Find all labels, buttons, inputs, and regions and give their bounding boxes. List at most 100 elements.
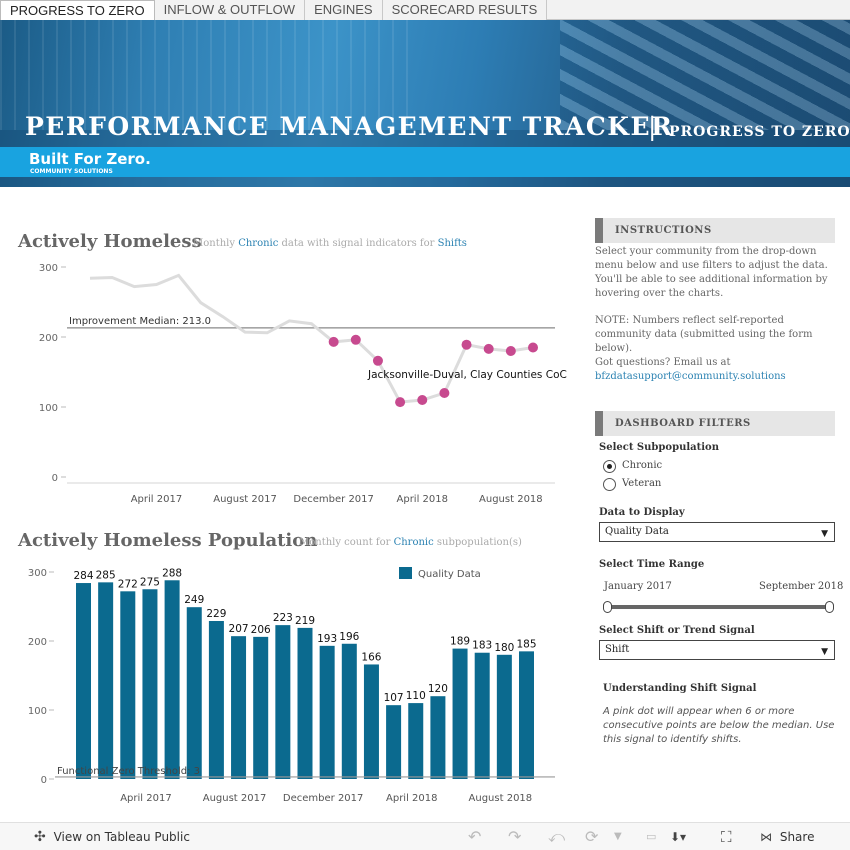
shift-signal-dot bbox=[483, 343, 494, 354]
tableau-logo-icon: ✣ bbox=[34, 829, 46, 845]
revert-icon[interactable]: ⤺ bbox=[548, 827, 566, 846]
shift-signal-dot bbox=[439, 388, 450, 398]
bar-value-label: 219 bbox=[295, 615, 315, 627]
bar-value-label: 249 bbox=[184, 594, 204, 606]
chart2-subtitle-text-2: subpopulation(s) bbox=[436, 537, 522, 548]
tab-bar: PROGRESS TO ZERO INFLOW & OUTFLOW ENGINE… bbox=[0, 0, 850, 21]
radio-veteran[interactable]: Veteran bbox=[603, 477, 803, 493]
x-tick-label: August 2018 bbox=[479, 494, 543, 505]
bar-value-label: 207 bbox=[229, 623, 249, 635]
y-tick-label: 200 bbox=[39, 333, 58, 344]
data-display-value: Quality Data bbox=[605, 526, 669, 537]
brand-bar bbox=[0, 147, 850, 177]
filters-heading: DASHBOARD FILTERS bbox=[595, 411, 835, 436]
bar-value-label: 107 bbox=[384, 692, 404, 704]
x-tick-label: April 2017 bbox=[120, 793, 171, 804]
bar bbox=[452, 648, 468, 779]
time-range-start: January 2017 bbox=[604, 581, 672, 592]
radio-veteran-label: Veteran bbox=[622, 478, 662, 489]
radio-veteran-circle bbox=[603, 478, 616, 491]
median-label: Improvement Median: 213.0 bbox=[69, 316, 211, 327]
banner-separator: | bbox=[648, 112, 657, 141]
x-tick-label: December 2017 bbox=[293, 494, 373, 505]
x-tick-label: April 2018 bbox=[386, 793, 437, 804]
tab-progress-to-zero[interactable]: PROGRESS TO ZERO bbox=[0, 0, 155, 21]
chart1-subtitle: Monthly Chronic data with signal indicat… bbox=[193, 238, 467, 249]
bar-value-label: 284 bbox=[73, 570, 93, 582]
bar-value-label: 189 bbox=[450, 636, 470, 648]
tableau-toolbar: ✣ View on Tableau Public ↶ ↷ ⤺ ⟳ ▼ ▭ ⬇▾ … bbox=[0, 822, 850, 850]
y-tick-label: 100 bbox=[39, 403, 58, 414]
tab-engines[interactable]: ENGINES bbox=[305, 0, 383, 20]
chart2-subtitle: Monthly count for Chronic subpopulation(… bbox=[299, 537, 522, 548]
bar-value-label: 110 bbox=[406, 690, 426, 702]
bar bbox=[120, 591, 136, 779]
bar-value-label: 183 bbox=[472, 640, 492, 652]
shift-signal-dot bbox=[328, 336, 339, 347]
chevron-down-icon: ▼ bbox=[821, 647, 828, 657]
shift-signal-dot bbox=[372, 355, 383, 366]
brand-logo-sub: COMMUNITY SOLUTIONS bbox=[30, 168, 113, 175]
fullscreen-icon[interactable]: ⛶ bbox=[721, 828, 732, 846]
x-tick-label: April 2018 bbox=[397, 494, 448, 505]
tab-inflow-outflow[interactable]: INFLOW & OUTFLOW bbox=[154, 0, 306, 20]
shift-signal-dot bbox=[395, 397, 406, 408]
instructions-text: Select your community from the drop-down… bbox=[595, 246, 828, 299]
shift-signal-select[interactable]: Shift ▼ bbox=[599, 640, 835, 660]
shift-signal-note-text: A pink dot will appear when 6 or more co… bbox=[603, 706, 835, 745]
bar bbox=[430, 696, 446, 779]
chart2-subtitle-subpop: Chronic bbox=[393, 537, 434, 548]
data-display-select[interactable]: Quality Data ▼ bbox=[599, 522, 835, 542]
shift-signal-dot bbox=[350, 334, 361, 345]
time-range-end: September 2018 bbox=[759, 581, 844, 592]
threshold-label: Functional Zero Threshold: 3 bbox=[57, 766, 200, 777]
refresh-dropdown-icon[interactable]: ▼ bbox=[614, 831, 622, 842]
shift-signal-note-title: Understanding Shift Signal bbox=[603, 683, 757, 694]
instructions-heading: INSTRUCTIONS bbox=[595, 218, 835, 243]
y-tick-label: 0 bbox=[52, 473, 58, 484]
radio-chronic[interactable]: Chronic bbox=[603, 459, 803, 475]
bar-value-label: 193 bbox=[317, 633, 337, 645]
x-tick-label: August 2017 bbox=[203, 793, 267, 804]
undo-icon[interactable]: ↶ bbox=[468, 827, 482, 846]
redo-icon[interactable]: ↷ bbox=[508, 827, 522, 846]
bar bbox=[408, 703, 424, 779]
bar-value-label: 272 bbox=[118, 578, 138, 590]
line-chart[interactable]: 0 100 200 300 April 2017 August 2017 December … bbox=[0, 255, 580, 515]
chart2-subtitle-text: Monthly count for bbox=[299, 537, 391, 548]
chart1-subtitle-text: Monthly bbox=[193, 238, 236, 249]
time-range-end-handle[interactable] bbox=[825, 601, 834, 613]
time-range-start-handle[interactable] bbox=[603, 601, 612, 613]
chevron-down-icon: ▼ bbox=[821, 529, 828, 539]
shift-signal-dot bbox=[417, 395, 428, 405]
tab-scorecard-results[interactable]: SCORECARD RESULTS bbox=[382, 0, 548, 20]
download-icon[interactable]: ⬇▾ bbox=[670, 830, 687, 844]
radio-chronic-label: Chronic bbox=[622, 460, 663, 471]
bar bbox=[231, 636, 247, 779]
radio-chronic-circle bbox=[603, 460, 616, 473]
series-line bbox=[89, 273, 534, 404]
share-icon: ⋈ bbox=[760, 830, 772, 844]
chart1-subtitle-text-2: data with signal indicators for bbox=[281, 238, 435, 249]
view-on-tableau-public-link[interactable]: ✣ View on Tableau Public bbox=[34, 823, 190, 850]
refresh-icon[interactable]: ⟳ bbox=[585, 827, 599, 846]
bar bbox=[297, 627, 313, 779]
share-button[interactable]: ⋈ Share bbox=[760, 823, 814, 850]
bar-value-label: 229 bbox=[206, 608, 226, 620]
time-range-slider[interactable] bbox=[607, 605, 829, 609]
bar bbox=[319, 645, 335, 779]
bar bbox=[208, 620, 224, 779]
time-range-label: Select Time Range bbox=[599, 559, 705, 570]
bar bbox=[142, 589, 158, 779]
bar-value-label: 120 bbox=[428, 683, 448, 695]
bar bbox=[341, 643, 357, 779]
shift-signal-dot bbox=[505, 346, 516, 356]
bar-value-label: 285 bbox=[96, 569, 116, 581]
pause-icon[interactable]: ▭ bbox=[646, 830, 657, 843]
chart1-subtitle-subpop: Chronic bbox=[238, 238, 279, 249]
bar-value-label: 275 bbox=[140, 576, 160, 588]
bar bbox=[98, 582, 114, 779]
support-email-link[interactable]: bfzdatasupport@community.solutions bbox=[595, 371, 786, 382]
